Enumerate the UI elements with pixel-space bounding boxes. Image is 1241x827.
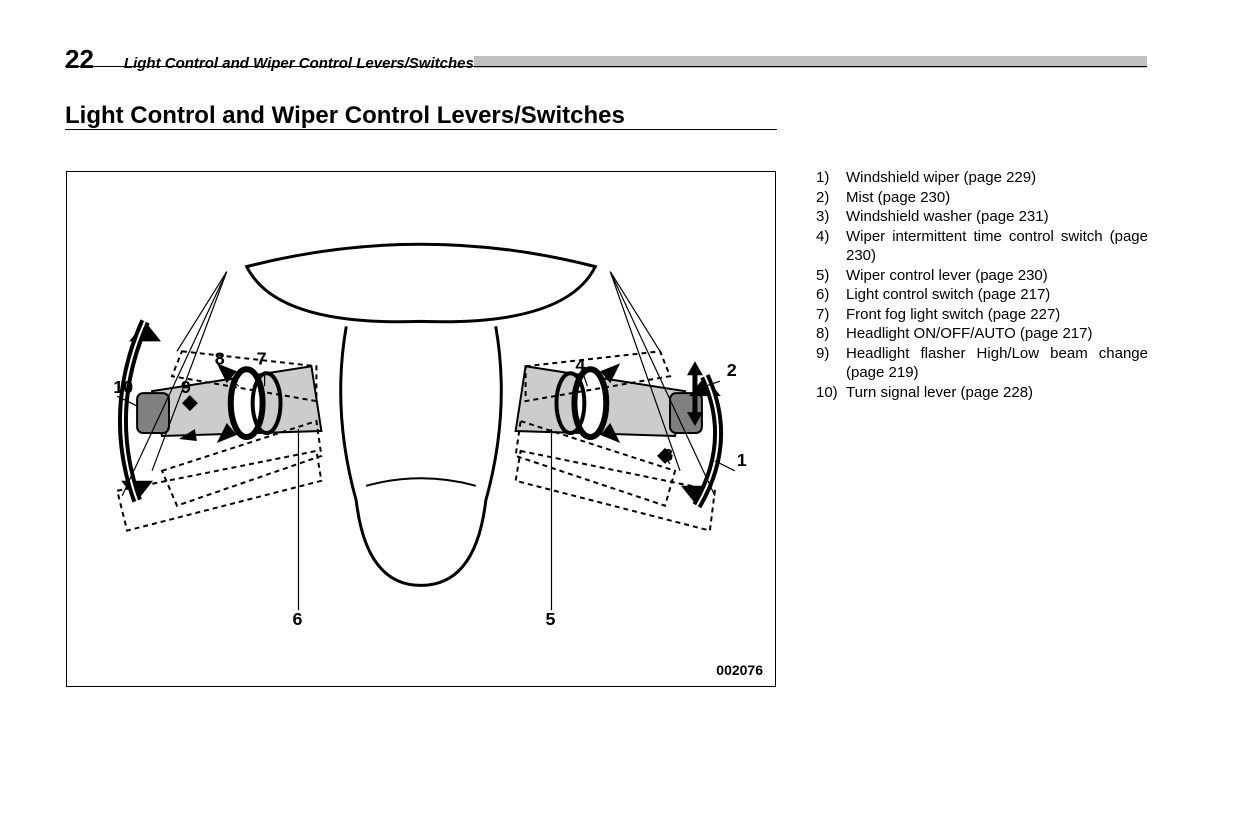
section-title: Light Control and Wiper Control Levers/S… [65, 102, 625, 130]
header-title: Light Control and Wiper Control Levers/S… [124, 55, 474, 72]
legend-number: 10) [816, 383, 846, 403]
diagram-container: 10 9 8 7 6 5 4 3 2 1 002076 [66, 171, 776, 687]
legend-text: Headlight flasher High/Low beam change (… [846, 344, 1148, 383]
callout-3: 3 [663, 445, 673, 465]
callout-8: 8 [215, 348, 225, 368]
legend-text: Windshield washer (page 231) [846, 207, 1148, 227]
legend-item: 7)Front fog light switch (page 227) [816, 305, 1148, 325]
callout-7: 7 [257, 348, 267, 368]
legend-list: 1)Windshield wiper (page 229)2)Mist (pag… [816, 168, 1148, 402]
legend-text: Front fog light switch (page 227) [846, 305, 1148, 325]
callout-6: 6 [293, 609, 303, 629]
legend-number: 2) [816, 188, 846, 208]
legend-text: Headlight ON/OFF/AUTO (page 217) [846, 324, 1148, 344]
legend-text: Wiper control lever (page 230) [846, 266, 1148, 286]
steering-column-diagram: 10 9 8 7 6 5 4 3 2 1 [67, 172, 775, 686]
legend-text: Turn signal lever (page 228) [846, 383, 1148, 403]
legend-item: 3)Windshield washer (page 231) [816, 207, 1148, 227]
legend-item: 8)Headlight ON/OFF/AUTO (page 217) [816, 324, 1148, 344]
callout-1: 1 [737, 450, 747, 470]
legend-item: 9)Headlight flasher High/Low beam change… [816, 344, 1148, 383]
legend-item: 6)Light control switch (page 217) [816, 285, 1148, 305]
callout-10: 10 [113, 377, 133, 397]
page-number: 22 [65, 44, 94, 75]
legend-number: 3) [816, 207, 846, 227]
legend-number: 4) [816, 227, 846, 266]
legend-text: Mist (page 230) [846, 188, 1148, 208]
legend-item: 1)Windshield wiper (page 229) [816, 168, 1148, 188]
legend-text: Light control switch (page 217) [846, 285, 1148, 305]
legend-text: Wiper intermittent time control switch (… [846, 227, 1148, 266]
legend-item: 5)Wiper control lever (page 230) [816, 266, 1148, 286]
header-underline [65, 66, 1147, 67]
section-underline [65, 129, 777, 130]
page-header: 22 Light Control and Wiper Control Lever… [65, 44, 1147, 68]
legend-number: 5) [816, 266, 846, 286]
diagram-id: 002076 [716, 662, 763, 678]
callout-9: 9 [181, 377, 191, 397]
legend-text: Windshield wiper (page 229) [846, 168, 1148, 188]
legend-item: 2)Mist (page 230) [816, 188, 1148, 208]
callout-4: 4 [575, 355, 585, 375]
legend-number: 6) [816, 285, 846, 305]
legend-number: 1) [816, 168, 846, 188]
legend-item: 4)Wiper intermittent time control switch… [816, 227, 1148, 266]
callout-2: 2 [727, 360, 737, 380]
legend-item: 10)Turn signal lever (page 228) [816, 383, 1148, 403]
callout-5: 5 [546, 609, 556, 629]
legend-number: 8) [816, 324, 846, 344]
legend-number: 7) [816, 305, 846, 325]
legend-number: 9) [816, 344, 846, 383]
